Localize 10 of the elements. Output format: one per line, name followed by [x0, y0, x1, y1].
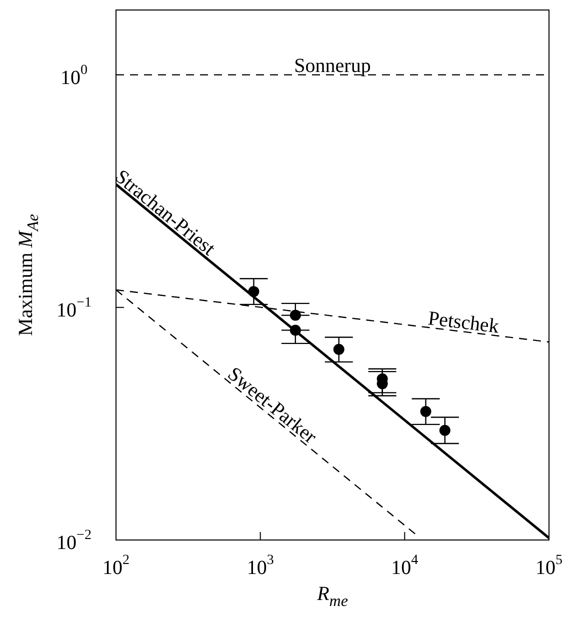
x-tick-label: 10$^{3}$: [246, 553, 274, 579]
y-tick-label: 10$^{0}$: [60, 62, 88, 89]
x-tick-label: 10$^{5}$: [536, 553, 562, 579]
x-axis-title: R$_{me}$: [316, 583, 348, 610]
y-tick-label: 10$^{−2}$: [56, 528, 92, 554]
x-tick-label: 10$^{2}$: [102, 553, 130, 579]
x-tick-label: 10$^{4}$: [391, 553, 418, 579]
y-tick-label: 10$^{−1}$: [56, 295, 92, 322]
series-label: Sonnerup: [294, 54, 371, 77]
text: Petschek: [426, 307, 500, 338]
